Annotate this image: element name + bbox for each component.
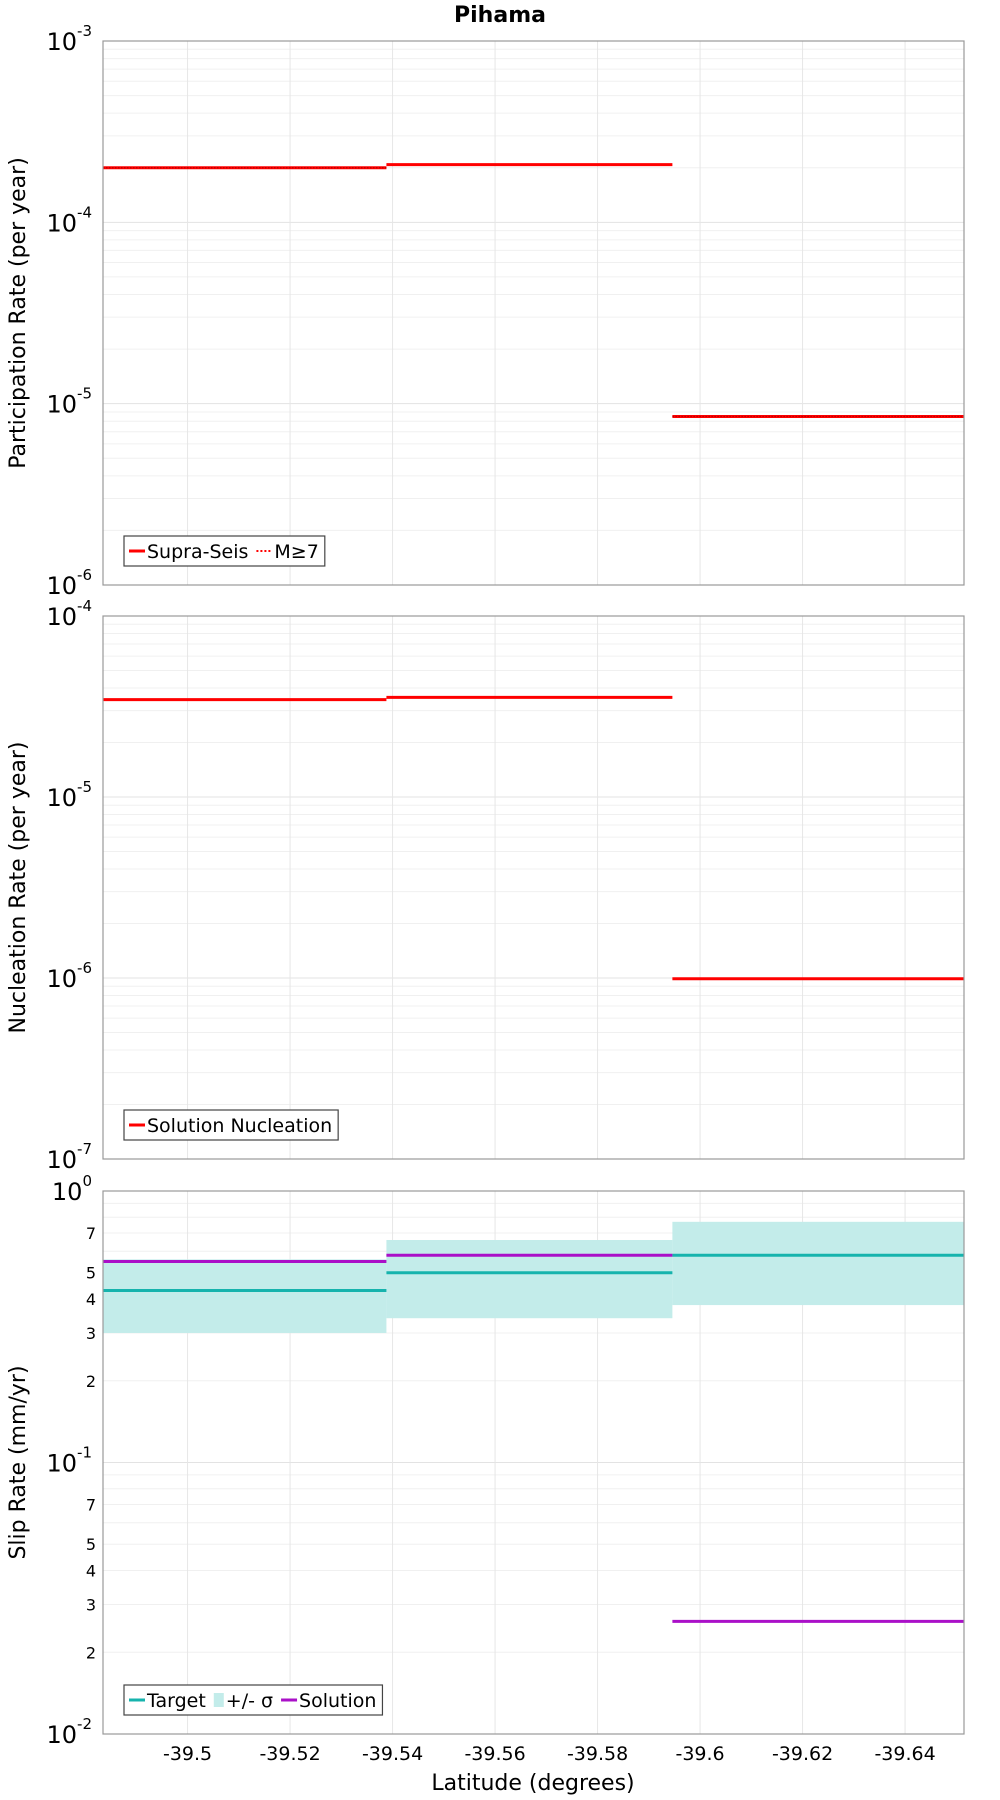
y-tick-label: 10-5 <box>46 385 92 419</box>
y-axis-label: Nucleation Rate (per year) <box>6 742 31 1034</box>
legend-swatch <box>213 1693 224 1707</box>
y-tick-label: 100 <box>52 1172 92 1206</box>
y-minor-tick-label: 7 <box>86 1224 96 1243</box>
plot-frame <box>102 40 965 586</box>
band-segment <box>103 1259 387 1333</box>
y-axis-label: Slip Rate (mm/yr) <box>6 1365 31 1559</box>
band-segment <box>386 1239 673 1319</box>
x-axis-ticks: -39.5 -39.52 -39.54 -39.56 -39.58 -39.6 -39.62… <box>163 1743 936 1765</box>
y-minor-tick-label: 5 <box>86 1264 96 1283</box>
legend: Target +/- σ Solution <box>123 1684 384 1716</box>
legend-label: Solution Nucleation <box>147 1115 332 1137</box>
y-tick-label: 10-4 <box>46 597 92 631</box>
legend-label: Supra-Seis <box>147 541 248 563</box>
y-minor-tick-label: 2 <box>86 1643 96 1662</box>
x-tick-label: -39.56 <box>464 1743 525 1765</box>
x-tick-label: -39.6 <box>675 1743 724 1765</box>
legend-frame <box>123 1109 339 1141</box>
x-tick-label: -39.64 <box>874 1743 935 1765</box>
y-minor-tick-label: 2 <box>86 1372 96 1391</box>
y-tick-label: 10-7 <box>46 1140 92 1174</box>
y-tick-label: 10-6 <box>46 566 92 600</box>
plot-frame <box>102 615 965 1160</box>
band-1 <box>103 1221 964 1333</box>
series-2 <box>103 167 964 418</box>
panel-3: 10-2 10-1 100 2 3 4 5 7 2 3 4 5 7 Slip Rate (mm/yr) Ta… <box>6 1172 965 1749</box>
legend-label: Target <box>146 1690 206 1712</box>
x-tick-label: -39.54 <box>362 1743 423 1765</box>
plot-area <box>103 41 964 585</box>
panel-2: 10-7 10-6 10-5 10-4 Nucleation Rate (per yea… <box>6 597 965 1174</box>
y-tick-label: 10-2 <box>46 1715 92 1749</box>
y-axis-label: Participation Rate (per year) <box>6 157 31 469</box>
plot-frame <box>102 1190 965 1735</box>
y-tick-label: 10-1 <box>46 1444 92 1478</box>
y-tick-label: 10-3 <box>46 22 92 56</box>
y-minor-tick-label: 4 <box>86 1290 96 1309</box>
y-tick-label: 10-4 <box>46 203 92 237</box>
legend-label: +/- σ <box>226 1690 273 1712</box>
legend: Supra-Seis M≥7 <box>123 535 326 567</box>
legend-frame <box>123 535 326 567</box>
x-tick-label: -39.62 <box>772 1743 833 1765</box>
legend-label: M≥7 <box>274 541 318 563</box>
x-axis-label: Latitude (degrees) <box>431 1771 634 1796</box>
x-tick-label: -39.5 <box>163 1743 212 1765</box>
y-minor-tick-label: 3 <box>86 1595 96 1614</box>
y-minor-tick-label: 7 <box>86 1496 96 1515</box>
x-tick-label: -39.58 <box>567 1743 628 1765</box>
y-tick-label: 10-6 <box>46 959 92 993</box>
panels: 10-6 10-5 10-4 10-3 Participation Rate (per … <box>6 22 965 1765</box>
y-tick-label: 10-5 <box>46 778 92 812</box>
y-minor-tick-label: 5 <box>86 1535 96 1554</box>
panel-1: 10-6 10-5 10-4 10-3 Participation Rate (per … <box>6 22 965 600</box>
band-segment <box>672 1221 964 1306</box>
legend-frame <box>123 1684 384 1716</box>
series-1 <box>103 1253 964 1293</box>
legend-label: Solution <box>299 1690 376 1712</box>
series-2 <box>103 1253 964 1623</box>
legend: Solution Nucleation <box>123 1109 339 1141</box>
y-minor-tick-label: 4 <box>86 1562 96 1581</box>
y-minor-tick-label: 3 <box>86 1324 96 1343</box>
x-tick-label: -39.52 <box>259 1743 320 1765</box>
series-1 <box>103 695 964 981</box>
plot-area <box>103 616 964 1159</box>
chart-title: Pihama <box>454 3 546 28</box>
